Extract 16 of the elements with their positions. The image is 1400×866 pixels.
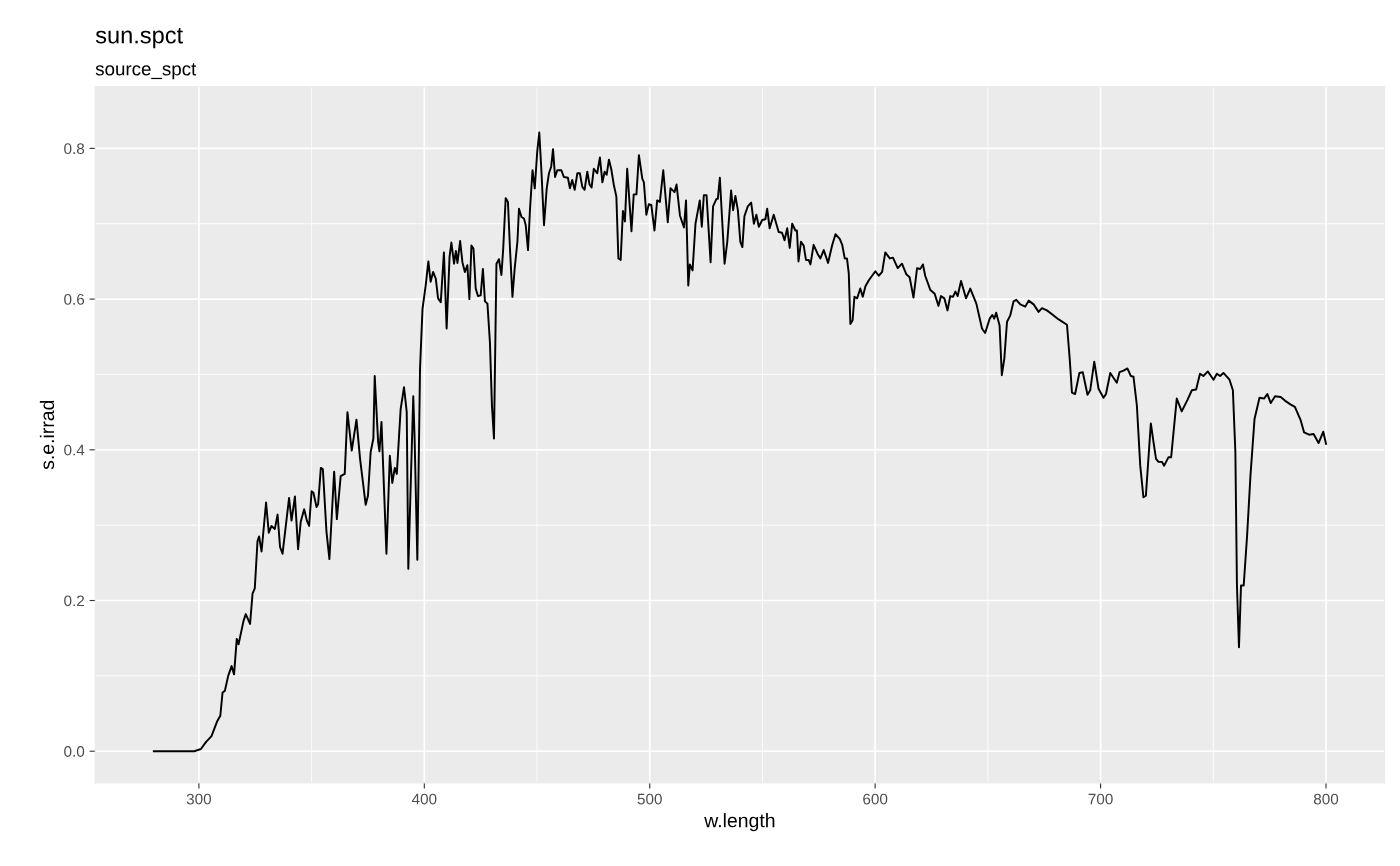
y-tick-label: 0.2 (64, 595, 85, 607)
chart-title: sun.spct (95, 28, 183, 49)
y-axis-title: s.e.irrad (39, 400, 55, 470)
x-tick-label: 800 (1313, 793, 1339, 805)
x-tick-label: 500 (637, 793, 662, 805)
y-tick-label: 0.4 (64, 444, 85, 456)
x-tick-label: 600 (863, 793, 888, 805)
y-tick-label: 0.6 (64, 293, 85, 305)
y-tick-label: 0.8 (64, 143, 85, 155)
x-axis-title: w.length (704, 813, 775, 832)
chart-subtitle: source_spct (95, 63, 197, 80)
x-tick-label: 300 (186, 793, 212, 805)
y-tick-label: 0.0 (64, 746, 85, 757)
x-tick-label: 700 (1088, 793, 1113, 805)
line-series (152, 131, 1327, 753)
x-tick-label: 400 (411, 793, 437, 805)
